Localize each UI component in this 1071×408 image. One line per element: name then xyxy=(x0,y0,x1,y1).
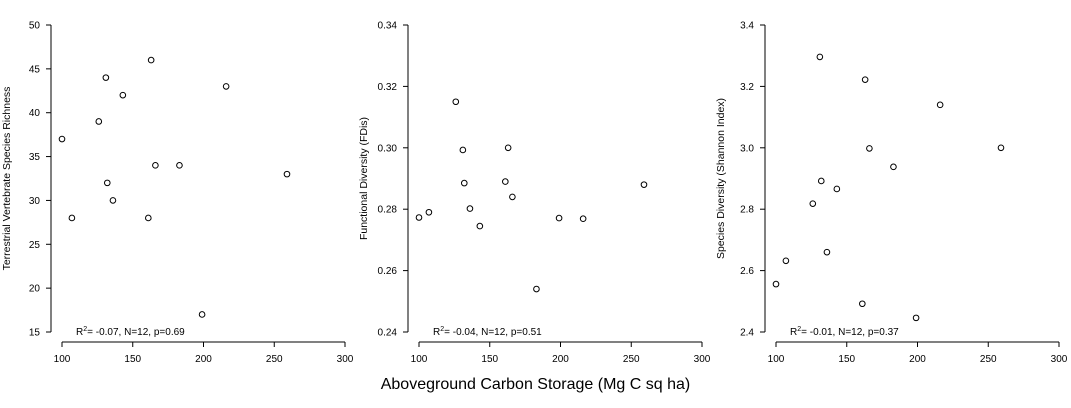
x-tick-label: 150 xyxy=(481,354,498,365)
data-point xyxy=(997,144,1005,152)
data-point xyxy=(68,214,76,222)
y-tick-label: 15 xyxy=(29,328,41,339)
y-tick-label: 3.2 xyxy=(740,82,754,93)
y-tick-label: 30 xyxy=(29,196,41,207)
x-tick-label: 150 xyxy=(124,354,141,365)
data-point xyxy=(555,214,563,222)
x-tick-label: 100 xyxy=(768,354,785,365)
data-point xyxy=(415,214,423,221)
x-tick-label: 100 xyxy=(411,354,428,365)
data-point xyxy=(119,91,127,99)
x-tick-label: 300 xyxy=(694,354,711,365)
data-point xyxy=(198,311,206,318)
y-axis-label: Species Diversity (Shannon Index) xyxy=(715,98,727,259)
data-point xyxy=(866,145,873,152)
y-tick-label: 0.24 xyxy=(378,328,398,339)
data-point xyxy=(809,200,817,207)
data-point xyxy=(425,208,433,216)
data-point xyxy=(109,197,117,204)
stats-annotation: R2= -0.04, N=12, p=0.51 xyxy=(433,326,542,338)
x-tick-label: 250 xyxy=(266,354,283,365)
data-point xyxy=(936,101,944,109)
panel-shannon-diversity: 100 150 200 250 300 2.4 2.6 2.8 3.0 3.2 3.4 Species… xyxy=(714,0,1071,366)
data-point xyxy=(533,285,540,293)
data-point xyxy=(460,179,468,187)
chart-functional-diversity: 100 150 200 250 300 0.24 0.26 0.28 0.30 0.32 0.34 F… xyxy=(358,21,711,366)
data-point xyxy=(861,76,869,83)
data-point xyxy=(782,257,790,265)
data-point xyxy=(509,193,516,201)
stats-annotation: R2= -0.01, N=12, p=0.37 xyxy=(790,326,899,338)
y-tick-label: 40 xyxy=(29,108,41,119)
x-tick-label: 250 xyxy=(980,354,997,365)
data-point xyxy=(452,98,460,106)
data-point xyxy=(772,280,780,288)
data-point xyxy=(152,162,159,169)
y-axis-label: Functional Diversity (FDis) xyxy=(358,117,370,240)
data-point xyxy=(283,170,291,178)
y-tick-label: 20 xyxy=(29,284,41,295)
x-tick-label: 300 xyxy=(337,354,354,365)
y-tick-label: 0.34 xyxy=(378,21,398,32)
chart-species-richness: 100 150 200 250 300 15 20 25 30 35 40 45 50 Terrestri… xyxy=(1,21,354,366)
data-point xyxy=(476,222,484,230)
data-point xyxy=(817,177,825,185)
data-point xyxy=(823,248,831,256)
y-tick-label: 25 xyxy=(29,240,41,251)
x-tick-label: 200 xyxy=(909,354,926,365)
x-tick-label: 150 xyxy=(838,354,855,365)
data-point xyxy=(145,214,152,222)
x-tick-label: 250 xyxy=(623,354,640,365)
data-point xyxy=(816,53,824,61)
y-tick-label: 3.4 xyxy=(740,21,754,32)
panel-species-richness: 100 150 200 250 300 15 20 25 30 35 40 45 50 Terrestri… xyxy=(0,0,357,366)
data-point xyxy=(833,185,841,193)
data-point xyxy=(579,215,587,223)
y-tick-label: 3.0 xyxy=(740,143,754,154)
data-point xyxy=(890,163,897,171)
data-point xyxy=(102,74,110,81)
y-tick-label: 0.30 xyxy=(378,143,398,154)
y-tick-label: 0.28 xyxy=(378,205,398,216)
y-tick-label: 0.26 xyxy=(378,266,398,277)
data-point xyxy=(502,178,509,185)
data-point xyxy=(912,314,920,322)
y-tick-label: 45 xyxy=(29,64,41,75)
data-point xyxy=(640,181,648,188)
x-tick-label: 100 xyxy=(54,354,71,365)
data-point xyxy=(222,83,230,90)
y-tick-label: 2.6 xyxy=(740,266,754,277)
data-point xyxy=(95,118,103,125)
data-point xyxy=(859,300,866,308)
data-point xyxy=(176,162,183,169)
data-point xyxy=(466,205,474,212)
data-point xyxy=(504,144,512,152)
panel-functional-diversity: 100 150 200 250 300 0.24 0.26 0.28 0.30 0.32 0.34 F… xyxy=(357,0,714,366)
data-point xyxy=(58,135,66,143)
y-tick-label: 50 xyxy=(29,21,41,32)
chart-shannon-diversity: 100 150 200 250 300 2.4 2.6 2.8 3.0 3.2 3.4 Species… xyxy=(715,21,1068,366)
data-point xyxy=(147,56,155,64)
stats-annotation: R2= -0.07, N=12, p=0.69 xyxy=(76,326,185,338)
data-point xyxy=(103,179,111,187)
y-axis-label: Terrestrial Vertebrate Species Richness xyxy=(1,87,13,271)
x-tick-label: 300 xyxy=(1051,354,1068,365)
y-tick-label: 35 xyxy=(29,152,41,163)
y-tick-label: 2.4 xyxy=(740,328,754,339)
shared-x-axis-label: Aboveground Carbon Storage (Mg C sq ha) xyxy=(380,376,691,393)
x-tick-label: 200 xyxy=(195,354,212,365)
x-tick-label: 200 xyxy=(552,354,569,365)
data-point xyxy=(459,146,467,154)
y-tick-label: 0.32 xyxy=(378,82,398,93)
y-tick-label: 2.8 xyxy=(740,205,754,216)
